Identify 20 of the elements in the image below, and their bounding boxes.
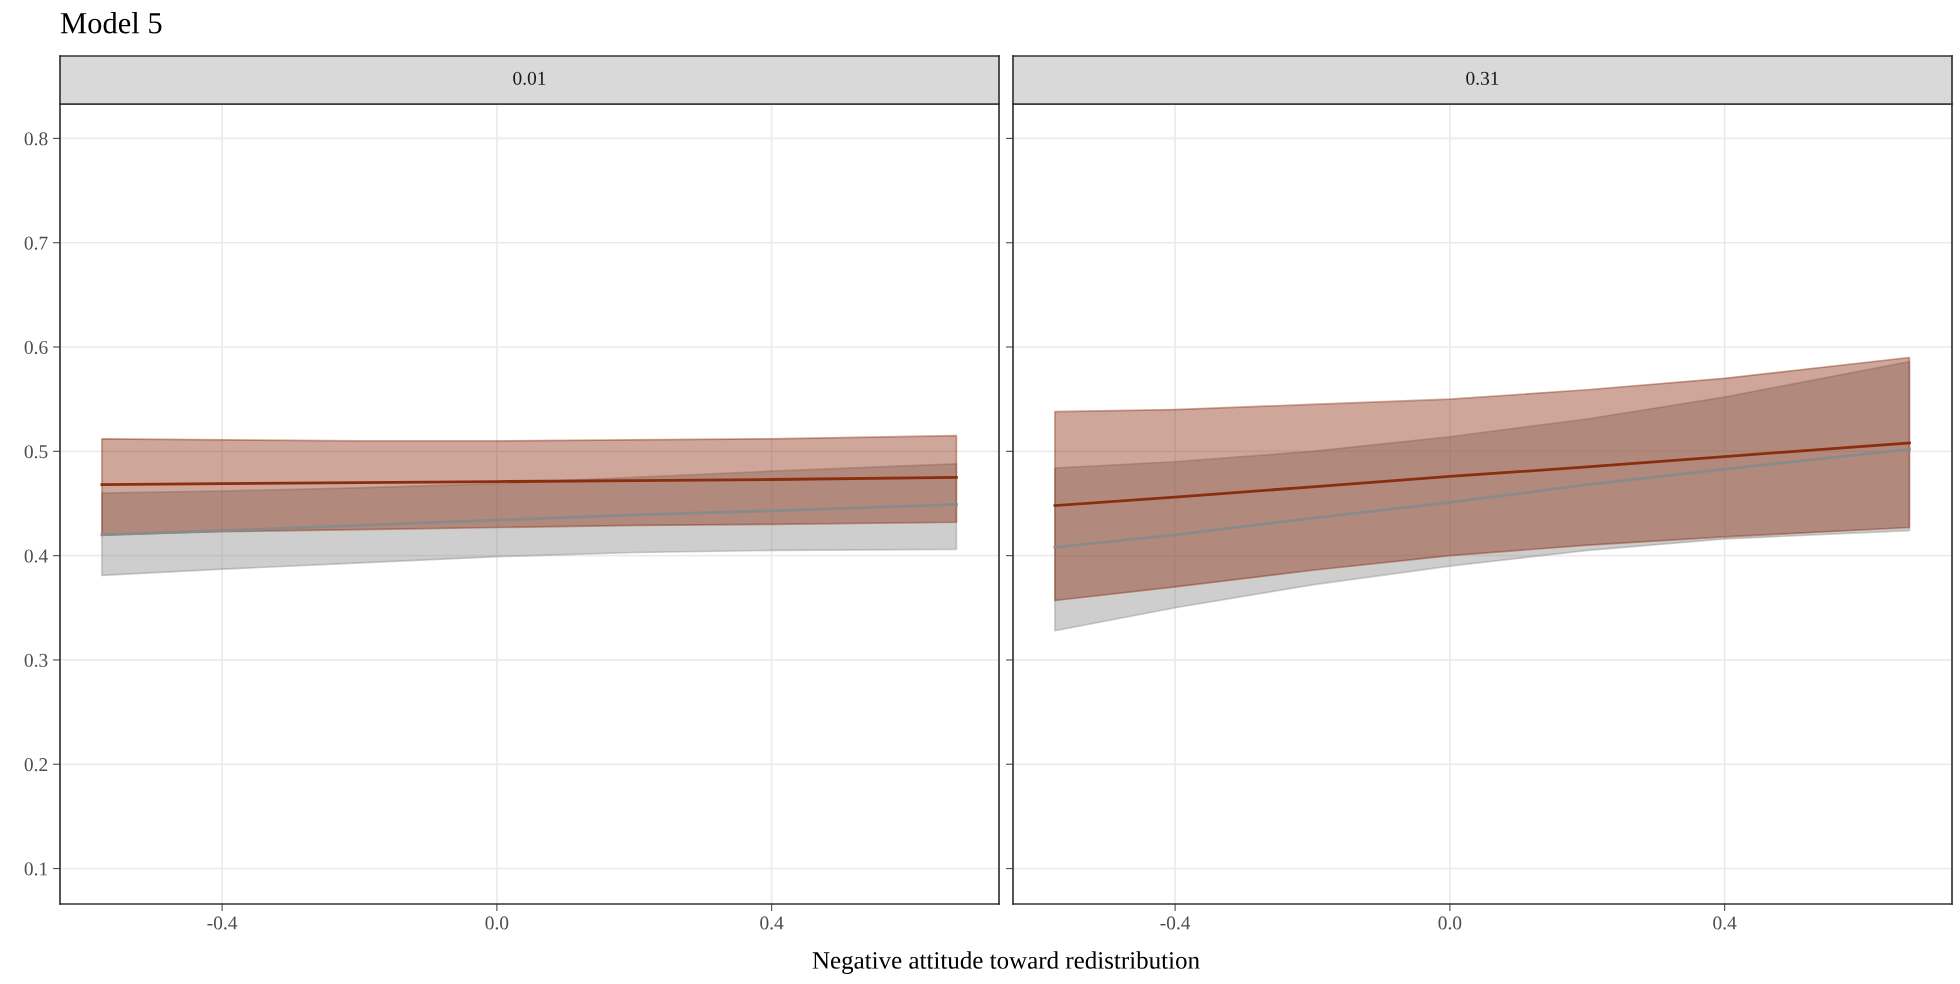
x-tick-label: 0.4 <box>1713 916 1737 930</box>
x-tick-label: 0.0 <box>1438 916 1462 930</box>
y-tick-label: 0.6 <box>24 340 48 355</box>
chart-subtitle: 0.01 <box>513 71 546 85</box>
x-tick-label: -0.4 <box>1160 916 1191 930</box>
line-series <box>100 503 958 537</box>
line-series <box>100 476 958 487</box>
y-tick-label: 0.1 <box>24 862 48 876</box>
y-tick-label: 0.2 <box>24 758 48 772</box>
x-tick-label: 0.4 <box>760 916 784 930</box>
y-tick-label: 0.8 <box>24 132 48 146</box>
x-axis-title: Negative attitude toward redistribution <box>812 951 1200 974</box>
chart-title: Model 5 <box>60 12 162 34</box>
y-tick-label: 0.4 <box>24 549 48 563</box>
y-tick-label: 0.5 <box>24 445 48 459</box>
y-tick-label: 0.7 <box>24 236 48 250</box>
chart-subtitle: 0.31 <box>1466 71 1499 85</box>
x-tick-label: 0.0 <box>485 916 509 930</box>
x-tick-label: -0.4 <box>207 916 238 930</box>
y-tick-label: 0.3 <box>24 653 48 667</box>
